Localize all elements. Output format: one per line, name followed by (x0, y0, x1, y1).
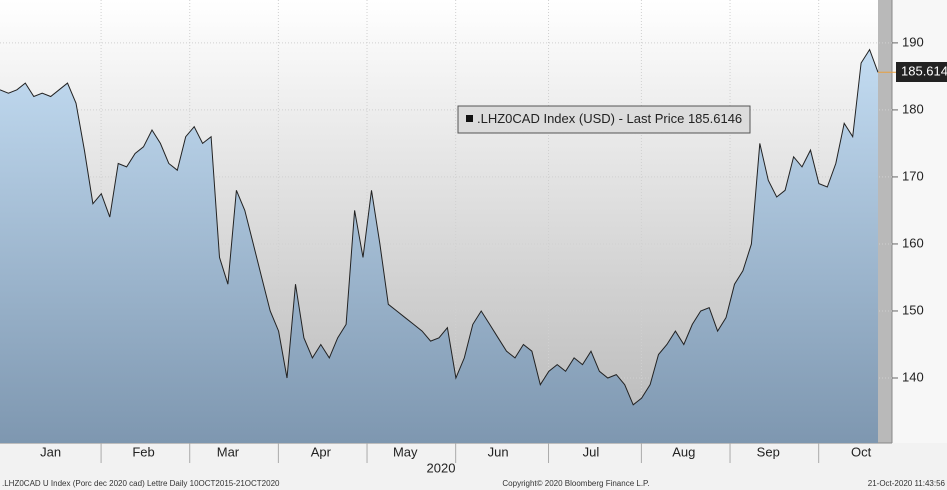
x-tick-label: Jun (488, 444, 509, 459)
y-tick-label: 140 (902, 369, 924, 384)
y-tick-label: 170 (902, 168, 924, 183)
x-tick-label: Aug (672, 444, 695, 459)
y-tick-label: 160 (902, 235, 924, 250)
x-tick-label: Feb (132, 444, 154, 459)
legend-swatch (466, 115, 473, 122)
x-axis-area (0, 443, 947, 490)
legend-text: .LHZ0CAD Index (USD) - Last Price 185.61… (477, 111, 742, 126)
y-tick-label: 190 (902, 34, 924, 49)
future-band (878, 0, 892, 443)
x-tick-label: Apr (311, 444, 332, 459)
y-tick-label: 150 (902, 302, 924, 317)
x-tick-label: Mar (217, 444, 240, 459)
area (0, 49, 878, 443)
x-tick-label: Oct (851, 444, 872, 459)
footer-right: 21-Oct-2020 11:43:56 (868, 479, 946, 488)
line (0, 48, 879, 406)
legend-box (457, 105, 751, 134)
x-tick-label: Jan (40, 444, 61, 459)
footer-center: Copyright© 2020 Bloomberg Finance L.P. (502, 479, 649, 488)
x-tick-label: Jul (583, 444, 600, 459)
y-tick-label: 180 (902, 101, 924, 116)
last-price-box (896, 62, 947, 82)
last-price-label: 185.614 (901, 63, 947, 78)
footer-left: .LHZ0CAD U Index (Porc dec 2020 cad) Let… (2, 479, 280, 488)
x-axis-year: 2020 (427, 460, 456, 475)
x-tick-label: May (393, 444, 418, 459)
x-tick-label: Sep (757, 444, 780, 459)
